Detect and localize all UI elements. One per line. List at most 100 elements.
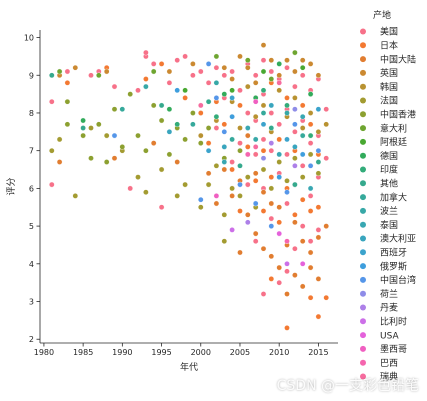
point-美国-40 (268, 147, 275, 154)
point-日本-31 (307, 208, 314, 214)
y-axis-label: 评分 (6, 177, 17, 195)
point-中国大陆-4 (205, 170, 212, 177)
point-波兰-3 (284, 110, 290, 116)
point-中国大陆-6 (221, 166, 228, 173)
point-美国-32 (252, 238, 259, 244)
point-美国-51 (292, 83, 298, 90)
legend-marker-波兰 (360, 207, 366, 214)
point-中国大陆-15 (260, 245, 267, 252)
point-美国-46 (284, 64, 290, 71)
point-美国-2 (64, 68, 71, 75)
point-中国台湾-8 (284, 189, 290, 195)
point-韩国-11 (292, 95, 298, 101)
point-美国-14 (182, 53, 188, 60)
point-中国香港-15 (182, 136, 188, 143)
point-意大利-2 (150, 68, 157, 75)
point-德国-0 (80, 117, 86, 124)
point-意大利-6 (292, 49, 298, 56)
point-意大利-0 (56, 68, 63, 75)
point-日本-23 (284, 95, 290, 101)
point-其他-2 (158, 102, 165, 109)
point-中国大陆-2 (150, 140, 157, 146)
point-中国大陆-13 (252, 230, 259, 237)
point-俄罗斯-4 (299, 151, 306, 158)
point-日本-5 (182, 95, 188, 101)
legend-label-中国台湾: 中国台湾 (380, 274, 416, 286)
point-日本-19 (268, 174, 275, 180)
point-美国-25 (237, 140, 243, 146)
point-印度-1 (213, 113, 220, 120)
point-中国香港-0 (64, 98, 71, 105)
point-中国台湾-2 (205, 61, 212, 67)
x-axis-label: 年代 (180, 361, 198, 373)
point-波兰-1 (213, 80, 220, 86)
legend-label-波兰: 波兰 (380, 205, 398, 217)
point-瑞典-0 (197, 102, 204, 109)
point-波兰-0 (143, 83, 149, 90)
point-其他-6 (292, 181, 298, 188)
point-法国-14 (221, 211, 228, 218)
point-日本-6 (197, 110, 204, 116)
point-法国-16 (229, 185, 235, 192)
point-日本-30 (307, 121, 314, 128)
point-日本-13 (244, 144, 251, 150)
point-韩国-13 (307, 110, 314, 116)
point-法国-9 (174, 193, 180, 199)
point-法国-25 (299, 174, 306, 180)
x-tick-label-1985: 1985 (73, 348, 93, 357)
point-中国大陆-17 (268, 253, 275, 260)
point-英国-6 (229, 76, 235, 82)
point-法国-0 (49, 147, 55, 154)
point-中国大陆-27 (307, 249, 314, 256)
legend-label-日本: 日本 (380, 40, 398, 52)
point-法国-26 (307, 151, 314, 158)
point-其他-4 (237, 162, 243, 169)
point-日本-7 (205, 140, 212, 146)
axes-layer: 1980 1985 1990 1995 2000 2005 2010 2015 2 3 4 5 6 7 8 9… (24, 30, 338, 357)
point-日本-17 (260, 208, 267, 214)
point-美国-5 (111, 83, 118, 90)
point-美国-1 (49, 181, 55, 188)
legend-label-USA: USA (380, 331, 399, 341)
point-加拿大-0 (119, 106, 126, 112)
point-英国-12 (276, 72, 283, 79)
point-法国-7 (143, 189, 149, 195)
point-法国-22 (276, 159, 283, 165)
point-美国-58 (299, 223, 306, 229)
point-美国-22 (229, 68, 235, 75)
point-瑞典-2 (276, 80, 283, 86)
point-西班牙-4 (315, 106, 322, 112)
point-意大利-1 (96, 72, 102, 79)
point-德国-5 (307, 91, 314, 97)
point-中国香港-11 (150, 102, 157, 109)
point-中国香港-6 (111, 106, 118, 112)
point-英国-4 (190, 61, 196, 67)
point-西班牙-3 (284, 136, 290, 143)
point-法国-12 (205, 181, 212, 188)
point-美国-39 (268, 110, 275, 116)
legend-marker-阿根廷 (360, 138, 366, 145)
point-美国-60 (307, 140, 314, 146)
legend-label-法国: 法国 (380, 95, 398, 107)
point-美国-45 (276, 279, 283, 286)
legend-label-瑞典: 瑞典 (380, 371, 398, 383)
point-法国-21 (268, 185, 275, 192)
point-美国-20 (221, 72, 228, 79)
point-法国-10 (182, 181, 188, 188)
point-印度-0 (174, 121, 180, 128)
legend-marker-法国 (360, 97, 366, 104)
point-加拿大-3 (260, 110, 267, 116)
point-巴西-0 (244, 151, 251, 158)
point-日本-10 (229, 166, 235, 173)
point-法国-18 (244, 174, 251, 180)
point-日本-35 (315, 313, 322, 320)
legend-marker-西班牙 (360, 249, 366, 256)
legend-label-其他: 其他 (380, 178, 398, 190)
point-日本-22 (276, 219, 283, 226)
point-西班牙-2 (260, 121, 267, 128)
point-中国台湾-9 (292, 121, 298, 128)
point-美国-54 (292, 245, 298, 252)
point-美国-17 (205, 80, 212, 86)
point-印度-2 (260, 87, 267, 94)
point-英国-9 (252, 80, 259, 86)
